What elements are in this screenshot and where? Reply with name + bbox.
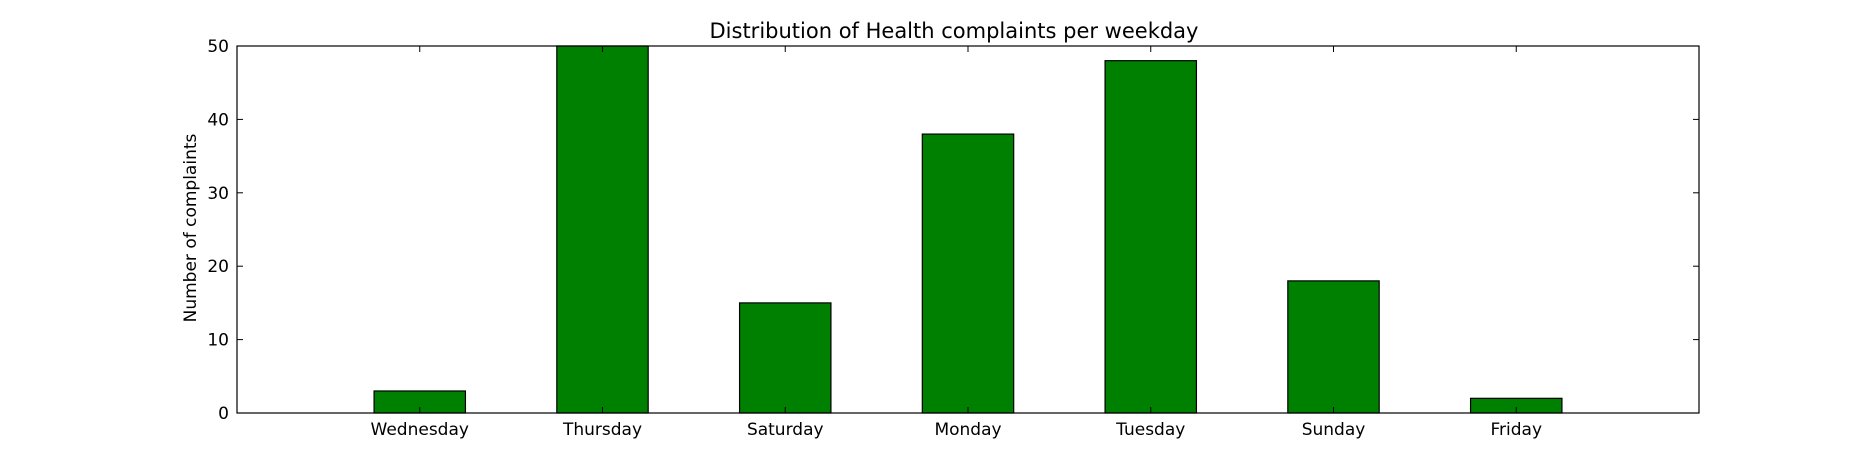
x-tick-label: Saturday bbox=[747, 420, 824, 440]
y-axis-label: Number of complaints bbox=[181, 133, 201, 322]
bar-tuesday bbox=[1104, 60, 1198, 414]
bars-group bbox=[373, 45, 1563, 414]
bar-thursday bbox=[556, 45, 649, 414]
y-tick-label: 20 bbox=[207, 257, 229, 277]
x-tick-label: Tuesday bbox=[1115, 420, 1185, 440]
y-tick-label: 0 bbox=[218, 404, 229, 424]
ticks-group: Wednesday Thursday Saturday Monday Tuesday Su… bbox=[207, 37, 1699, 440]
y-tick-label: 10 bbox=[207, 331, 229, 351]
y-tick-label: 50 bbox=[207, 37, 229, 57]
chart-title: Distribution of Health complaints per we… bbox=[710, 19, 1199, 43]
x-tick-label: Sunday bbox=[1302, 420, 1366, 440]
plot-frame bbox=[236, 45, 1700, 414]
y-tick-label: 40 bbox=[207, 110, 229, 130]
y-tick-label: 30 bbox=[207, 184, 229, 204]
x-tick-label: Monday bbox=[934, 420, 1001, 440]
x-tick-label: Wednesday bbox=[371, 420, 469, 440]
x-tick-label: Friday bbox=[1490, 420, 1542, 440]
bar-saturday bbox=[738, 302, 832, 414]
x-tick-label: Thursday bbox=[562, 420, 642, 440]
bar-sunday bbox=[1287, 280, 1380, 414]
bar-monday bbox=[921, 133, 1015, 414]
